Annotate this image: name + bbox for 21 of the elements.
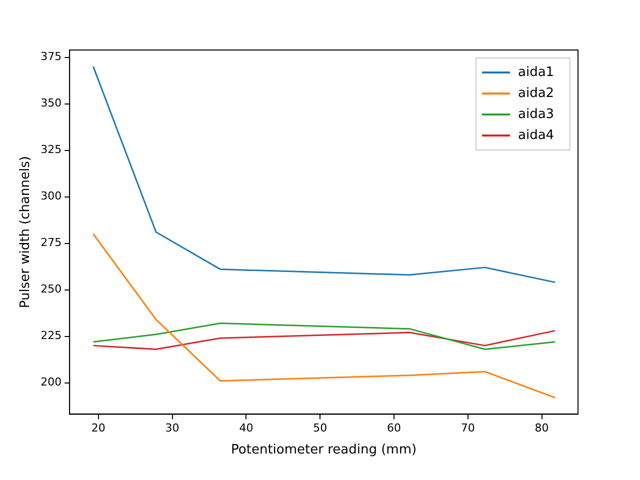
x-tick-label: 60 (387, 422, 401, 435)
y-tick-label: 375 (40, 50, 62, 64)
legend-label: aida1 (518, 64, 554, 80)
y-tick-label: 300 (40, 190, 62, 203)
y-axis-title: Pulser width (channels) (18, 156, 34, 308)
legend-label: aida2 (518, 86, 554, 101)
legend-label: aida4 (518, 128, 554, 143)
y-tick-label: 275 (40, 236, 62, 250)
y-tick-label: 250 (40, 282, 62, 296)
legend-label: aida3 (518, 106, 554, 122)
x-tick-label: 20 (91, 422, 106, 435)
y-tick-label: 325 (40, 143, 62, 156)
x-tick-label: 50 (313, 422, 328, 435)
x-tick-label: 80 (534, 422, 549, 435)
y-tick-label: 200 (40, 376, 62, 389)
x-tick-label: 40 (239, 422, 254, 435)
y-tick-label: 225 (40, 329, 62, 342)
x-tick-label: 70 (460, 422, 475, 435)
x-tick-label: 30 (165, 422, 180, 435)
x-axis-title: Potentiometer reading (mm) (231, 442, 417, 458)
y-tick-label: 350 (40, 96, 62, 110)
